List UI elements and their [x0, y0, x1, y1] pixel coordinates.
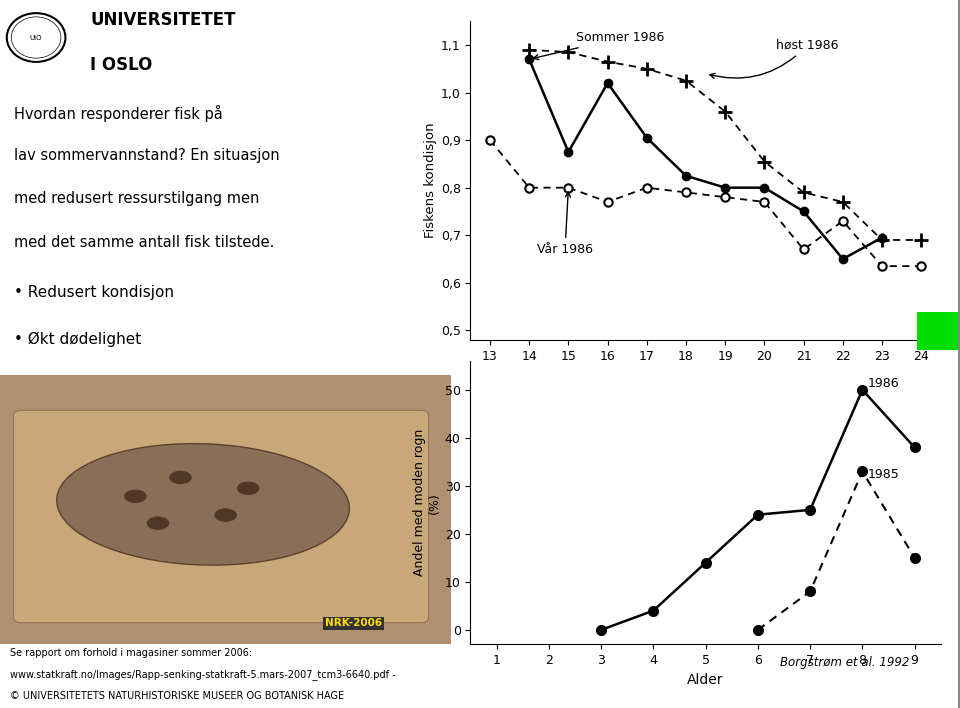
Text: www.statkraft.no/Images/Rapp-senking-statkraft-5.mars-2007_tcm3-6640.pdf -: www.statkraft.no/Images/Rapp-senking-sta… [10, 669, 396, 680]
Text: NRK-2006: NRK-2006 [324, 618, 382, 628]
Circle shape [214, 508, 237, 522]
Circle shape [237, 481, 259, 495]
Text: UNIVERSITETET: UNIVERSITETET [90, 11, 236, 29]
X-axis label: Alder: Alder [687, 673, 724, 687]
Text: • Redusert kondisjon: • Redusert kondisjon [13, 285, 174, 300]
FancyBboxPatch shape [13, 410, 429, 623]
X-axis label: Lengde (cm): Lengde (cm) [661, 371, 750, 385]
Text: I OSLO: I OSLO [90, 57, 153, 74]
Text: med det samme antall fisk tilstede.: med det samme antall fisk tilstede. [13, 234, 274, 249]
Circle shape [124, 490, 147, 503]
Text: UiO: UiO [30, 35, 42, 40]
FancyBboxPatch shape [0, 375, 451, 644]
Y-axis label: Fiskens kondisjon: Fiskens kondisjon [423, 122, 437, 239]
Text: lav sommervannstand? En situasjon: lav sommervannstand? En situasjon [13, 148, 279, 164]
Text: Se rapport om forhold i magasiner sommer 2006:: Se rapport om forhold i magasiner sommer… [10, 649, 252, 658]
Text: Vår 1986: Vår 1986 [537, 192, 593, 256]
Circle shape [169, 471, 192, 484]
Text: 1985: 1985 [868, 468, 900, 481]
Text: • Redusert reproduksjon: • Redusert reproduksjon [13, 426, 201, 441]
Text: med redusert ressurstilgang men: med redusert ressurstilgang men [13, 191, 259, 206]
Text: © UNIVERSITETETS NATURHISTORISKE MUSEER OG BOTANISK HAGE: © UNIVERSITETETS NATURHISTORISKE MUSEER … [10, 691, 344, 701]
Text: Hvordan responderer fisk på: Hvordan responderer fisk på [13, 105, 223, 122]
Ellipse shape [57, 444, 349, 565]
Text: • Lav individuell vekst: • Lav individuell vekst [13, 379, 183, 394]
Text: 1986: 1986 [868, 377, 900, 390]
Text: • Økt dødelighet: • Økt dødelighet [13, 332, 141, 348]
Text: Sommer 1986: Sommer 1986 [534, 31, 664, 59]
Text: Borgstrøm et al. 1992: Borgstrøm et al. 1992 [780, 656, 909, 669]
Text: høst 1986: høst 1986 [709, 38, 839, 79]
Circle shape [147, 517, 169, 530]
Y-axis label: Andel med moden rogn
(%): Andel med moden rogn (%) [413, 429, 441, 576]
